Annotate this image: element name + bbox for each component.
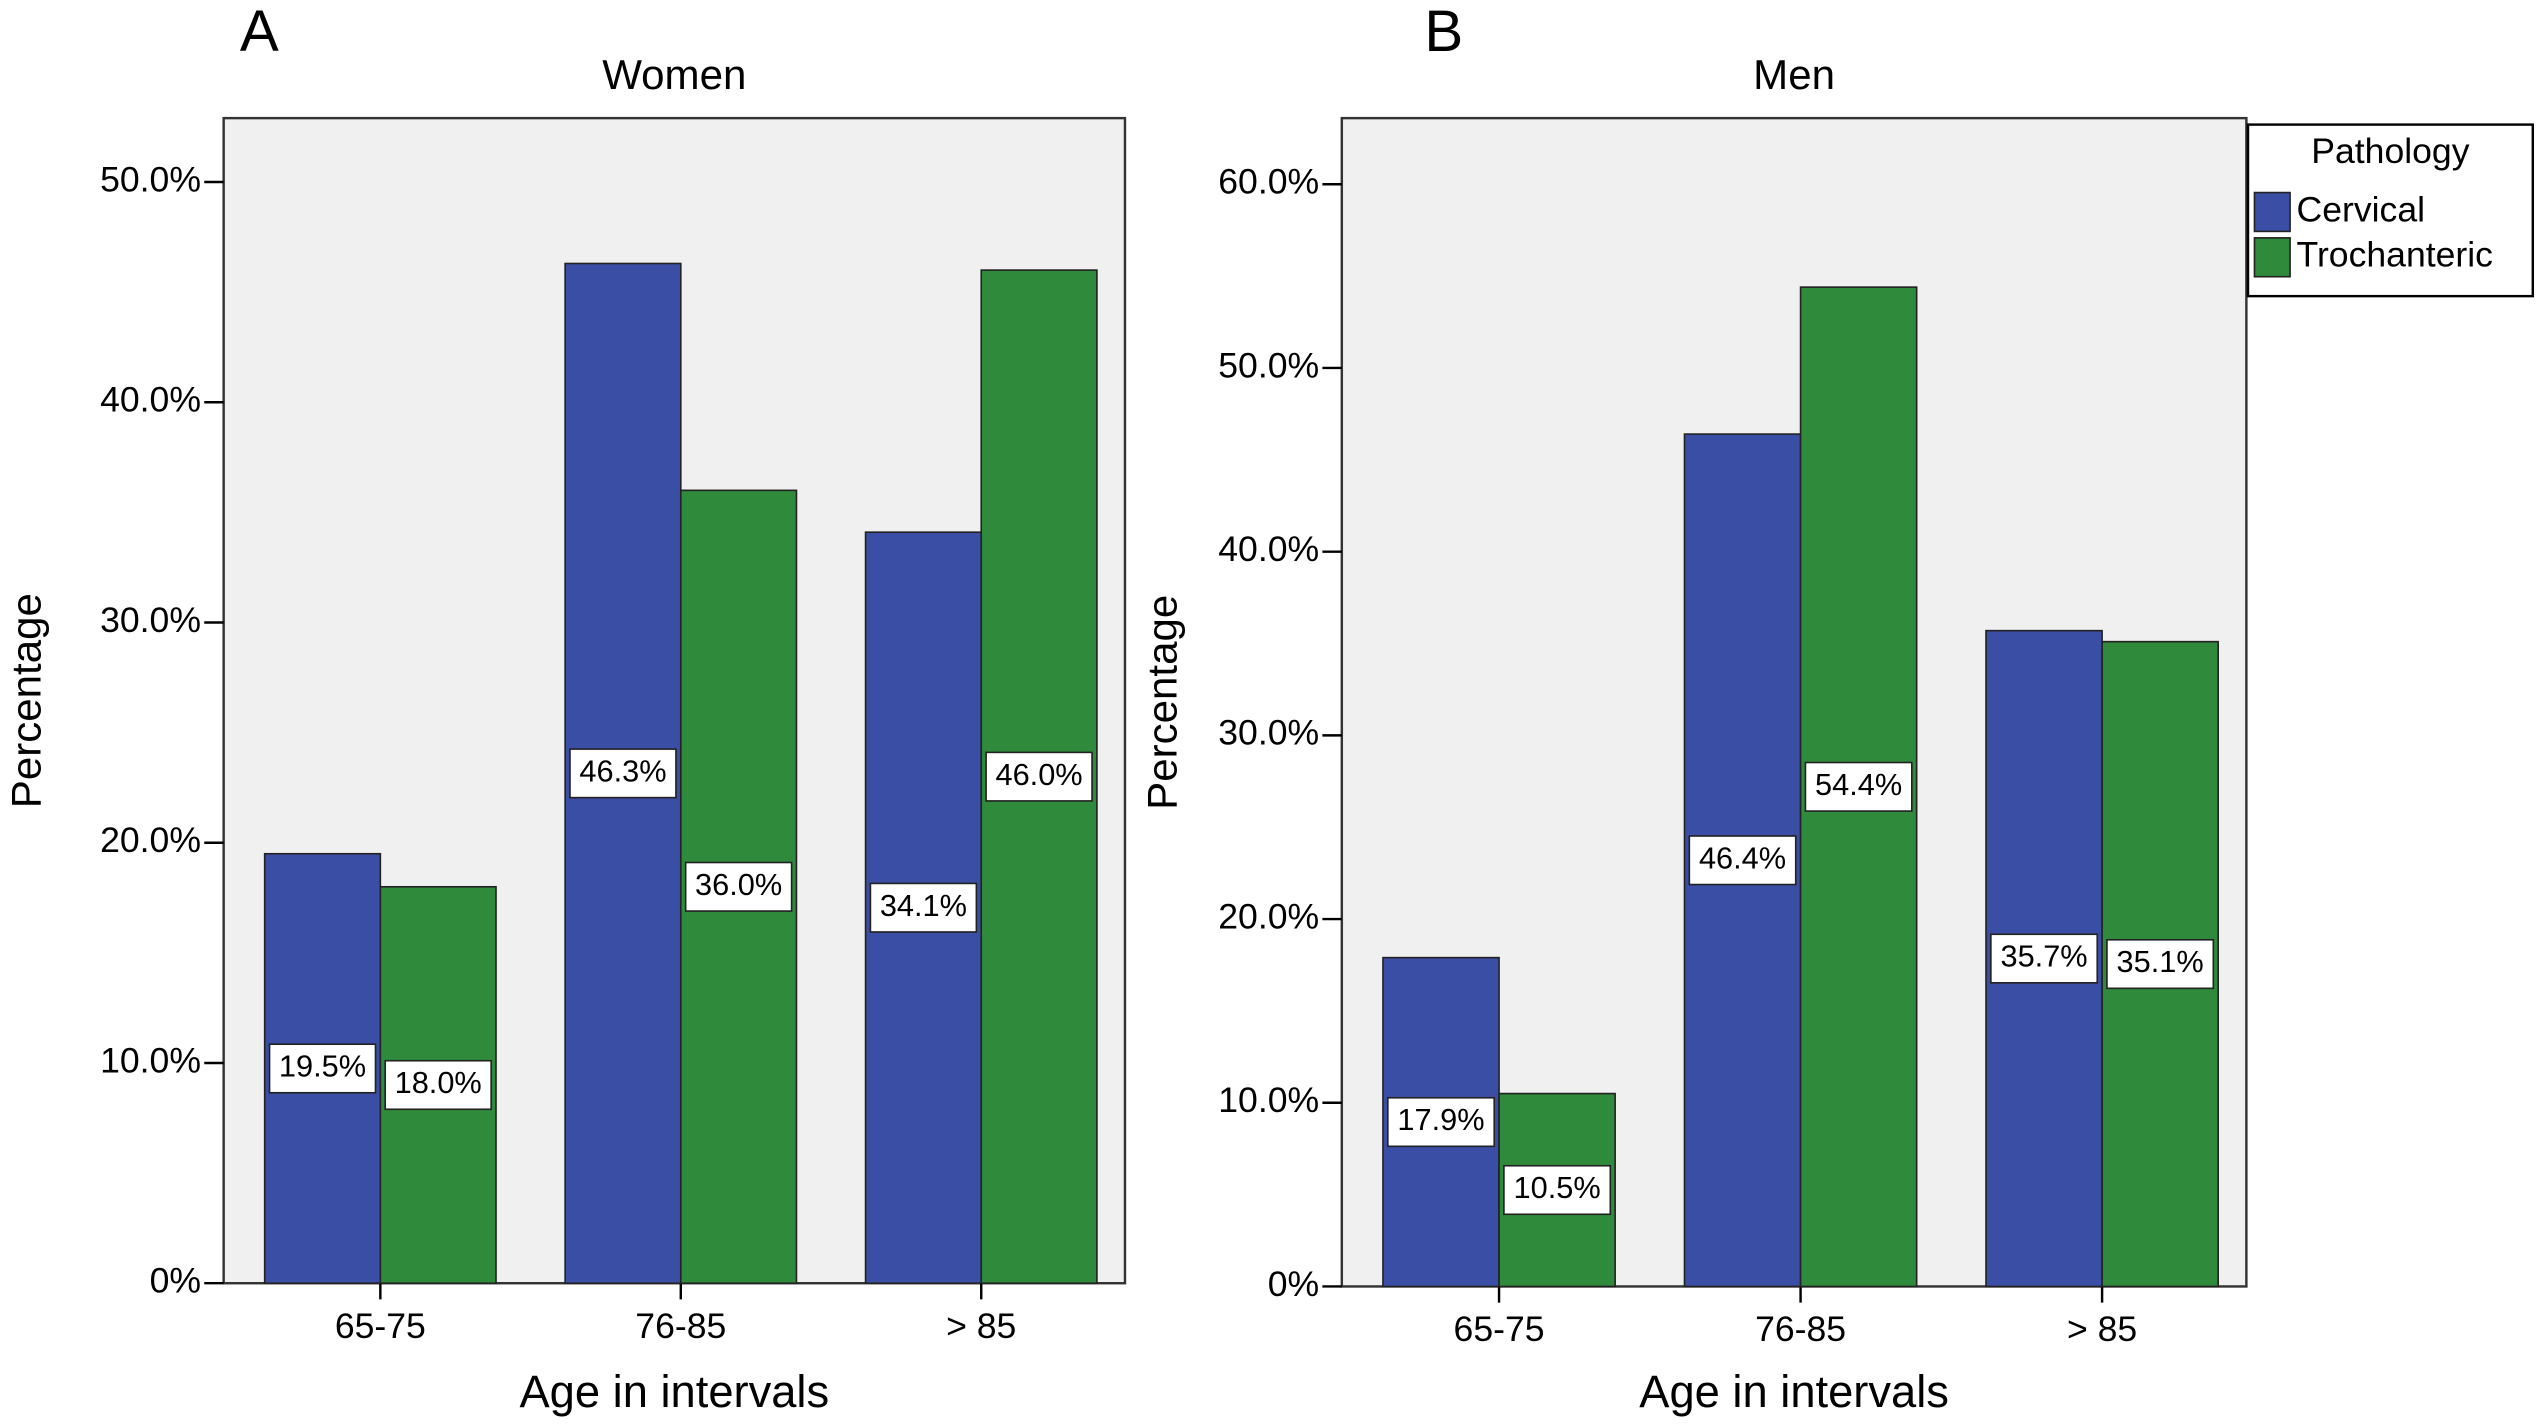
y-axis-label: Percentage [1139, 595, 1186, 810]
legend-swatch [2253, 237, 2291, 278]
y-tick-label: 40.0% [100, 380, 201, 420]
value-label-box [684, 861, 793, 912]
x-tick-label: > 85 [2067, 1309, 2137, 1349]
value-label: 19.5% [279, 1049, 366, 1084]
legend-label: Cervical [2297, 189, 2426, 229]
value-label-box [1688, 835, 1797, 886]
value-label: 17.9% [1397, 1102, 1484, 1137]
value-label-box [569, 748, 677, 799]
x-tick-label: 76-85 [1755, 1309, 1846, 1349]
y-tick-label: 20.0% [1218, 896, 1319, 936]
legend-title: Pathology [2311, 131, 2469, 171]
value-label-box [384, 1059, 492, 1111]
value-label: 46.4% [1699, 840, 1786, 875]
value-label-box [1387, 1096, 1496, 1148]
value-label-box [2106, 938, 2215, 990]
y-tick-label: 0% [150, 1261, 201, 1301]
y-tick-label: 20.0% [100, 820, 201, 860]
value-label: 46.0% [995, 757, 1082, 792]
value-label-box [869, 882, 978, 933]
y-tick-label: 40.0% [1218, 529, 1319, 569]
value-label: 34.1% [880, 888, 967, 923]
x-tick-label: 76-85 [635, 1306, 726, 1346]
x-tick-label: 65-75 [335, 1306, 426, 1346]
value-label: 10.5% [1514, 1170, 1601, 1205]
y-axis-label: Percentage [3, 593, 50, 808]
value-label: 36.0% [695, 867, 782, 902]
x-axis-label: Age in intervals [1639, 1366, 1949, 1417]
y-tick-label: 30.0% [100, 600, 201, 640]
y-tick-label: 10.0% [1218, 1080, 1319, 1120]
y-tick-label: 50.0% [1218, 345, 1319, 385]
panel-label: B [1424, 0, 1463, 64]
value-label-box [1804, 761, 1913, 812]
value-label-box [985, 751, 1093, 802]
value-label-box [1503, 1164, 1612, 1216]
legend-swatch [2253, 191, 2291, 233]
value-label-box [1990, 933, 2099, 984]
value-label: 46.3% [579, 753, 666, 788]
legend-box [2246, 123, 2535, 298]
value-label: 54.4% [1815, 767, 1902, 802]
x-tick-label: 65-75 [1454, 1309, 1545, 1349]
chart-title: Women [602, 51, 746, 98]
x-tick-label: > 85 [946, 1306, 1016, 1346]
y-tick-label: 50.0% [100, 159, 201, 199]
legend-label: Trochanteric [2297, 235, 2493, 275]
value-label: 18.0% [395, 1065, 482, 1100]
value-label: 35.7% [2000, 939, 2087, 974]
value-label-box [268, 1043, 377, 1094]
y-tick-label: 30.0% [1218, 713, 1319, 753]
panel-label: A [240, 0, 279, 64]
y-tick-label: 0% [1268, 1264, 1319, 1304]
y-tick-label: 60.0% [1218, 162, 1319, 202]
chart-title: Men [1753, 51, 1835, 98]
x-axis-label: Age in intervals [519, 1366, 829, 1417]
y-tick-label: 10.0% [100, 1040, 201, 1080]
value-label: 35.1% [2117, 944, 2204, 979]
